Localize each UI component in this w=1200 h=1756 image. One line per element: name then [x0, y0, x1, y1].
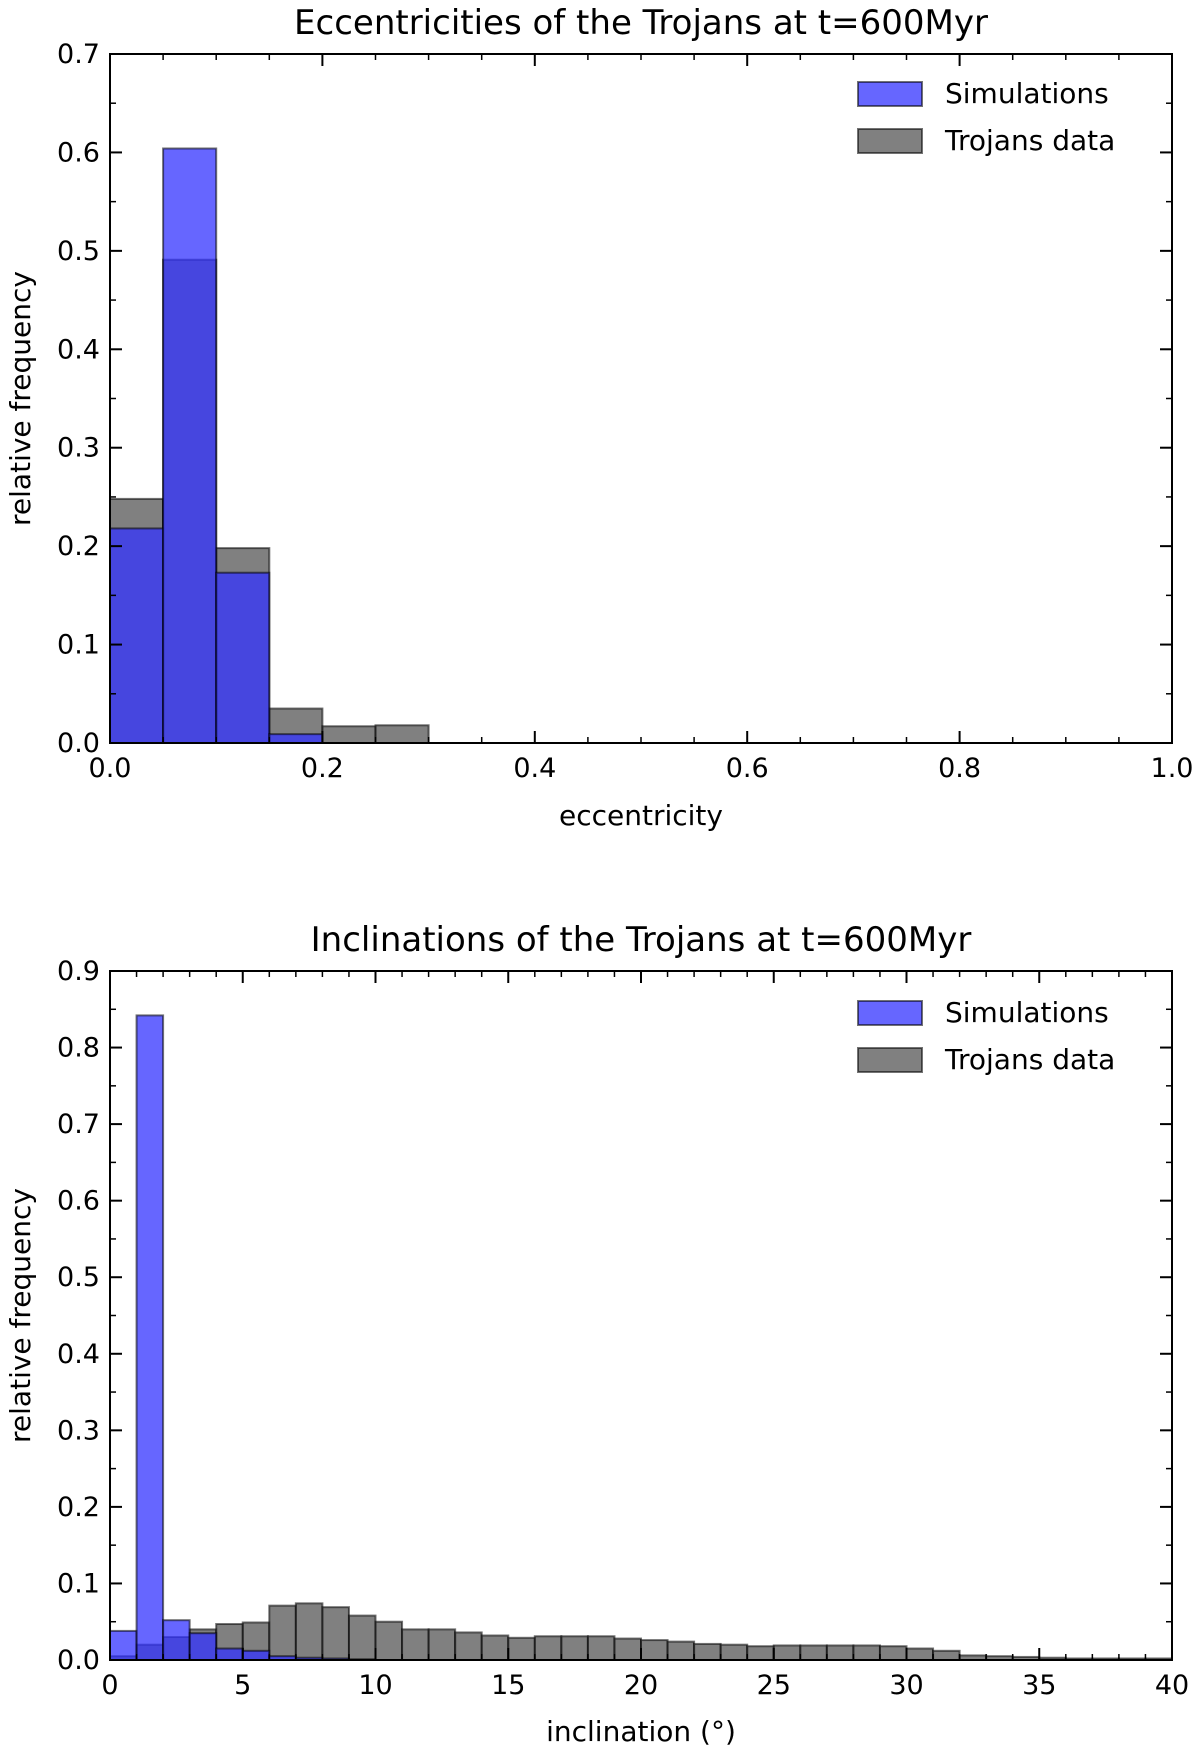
x-tick-label: 15: [491, 1670, 525, 1701]
bar: [613, 1637, 643, 1662]
y-tick-label: 0.6: [57, 137, 100, 168]
bar: [162, 1619, 191, 1662]
y-tick-label: 0.3: [57, 433, 100, 464]
legend-label: Simulations: [945, 996, 1109, 1029]
x-tick-label: 5: [234, 1670, 251, 1701]
x-tick-label: 10: [358, 1670, 392, 1701]
bar: [480, 1634, 510, 1661]
y-tick-label: 0.3: [57, 1415, 100, 1446]
y-tick-label: 0.8: [57, 1033, 100, 1064]
bar: [719, 1643, 749, 1661]
x-tick-label: 20: [624, 1670, 658, 1701]
legend-label: Simulations: [945, 77, 1109, 110]
bar: [666, 1640, 696, 1662]
series-simulations-bars: [109, 147, 324, 744]
bar: [401, 1628, 430, 1662]
x-tick-label: 35: [1022, 1670, 1056, 1701]
y-tick-label: 0.5: [57, 236, 100, 267]
bar: [215, 1647, 244, 1662]
x-tick-label: 0.4: [513, 753, 556, 784]
x-tick-label: 0.8: [938, 753, 981, 784]
bar: [878, 1645, 908, 1661]
legend-label: Trojans data: [944, 1043, 1115, 1076]
legend-label: Trojans data: [944, 124, 1115, 157]
bar: [427, 1628, 457, 1662]
y-tick-label: 0.0: [57, 1645, 100, 1676]
y-tick-label: 0.7: [57, 1109, 100, 1140]
y-tick-label: 0.5: [57, 1262, 100, 1293]
chart-title: Eccentricities of the Trojans at t=600My…: [294, 3, 988, 43]
y-tick-label: 0.6: [57, 1186, 100, 1217]
y-tick-label: 0.4: [57, 1339, 100, 1370]
y-axis-label: relative frequency: [4, 1188, 37, 1443]
x-tick-label: 0.2: [301, 753, 344, 784]
legend: Simulations Trojans data: [857, 996, 1115, 1076]
bar: [374, 724, 430, 744]
bar: [374, 1620, 404, 1661]
x-tick-label: 1.0: [1151, 753, 1194, 784]
bar: [162, 147, 218, 744]
bar: [241, 1649, 271, 1662]
inclination-chart: Inclinations of the Trojans at t=600Myr 0…: [4, 920, 1189, 1748]
bar: [321, 725, 377, 745]
y-tick-label: 0.4: [57, 334, 100, 365]
x-tick-label: 0.6: [726, 753, 769, 784]
bar: [640, 1639, 669, 1662]
bar: [135, 1014, 165, 1661]
bar: [772, 1644, 802, 1662]
y-tick-label: 0.9: [57, 956, 100, 987]
bar: [268, 1604, 297, 1661]
bar: [746, 1645, 775, 1661]
bar: [825, 1644, 855, 1662]
chart-title: Inclinations of the Trojans at t=600Myr: [311, 920, 972, 960]
x-tick-label: 40: [1155, 1670, 1189, 1701]
bar: [268, 733, 324, 744]
eccentricity-chart: Eccentricities of the Trojans at t=600My…: [4, 3, 1193, 832]
legend-swatch: [857, 81, 923, 107]
bar: [693, 1642, 722, 1662]
bar: [507, 1636, 536, 1661]
x-tick-label: 30: [889, 1670, 923, 1701]
bar: [321, 1606, 350, 1661]
y-axis-label: relative frequency: [4, 271, 37, 526]
series-trojans-data-bars: [109, 1602, 1173, 1662]
y-tick-label: 0.2: [57, 1492, 100, 1523]
bar: [932, 1649, 961, 1662]
bar: [109, 1629, 138, 1662]
bar: [905, 1647, 935, 1662]
bar: [294, 1602, 324, 1661]
bar: [560, 1635, 589, 1662]
y-tick-label: 0.1: [57, 1568, 100, 1599]
x-tick-label: 25: [757, 1670, 791, 1701]
bar: [799, 1644, 828, 1662]
y-tick-label: 0.7: [57, 39, 100, 70]
y-tick-label: 0.1: [57, 630, 100, 661]
y-tick-label: 0.2: [57, 531, 100, 562]
x-tick-label: 0.0: [89, 753, 132, 784]
x-tick-label: 0: [101, 1670, 118, 1701]
bar: [533, 1635, 563, 1662]
bar: [586, 1635, 616, 1662]
x-axis-label: inclination (°): [546, 1715, 736, 1748]
x-axis-label: eccentricity: [559, 799, 723, 832]
legend-swatch: [857, 128, 923, 154]
y-tick-label: 0.0: [57, 728, 100, 759]
bar: [347, 1614, 377, 1661]
legend-swatch: [857, 1000, 923, 1026]
bar: [109, 527, 165, 744]
bar: [852, 1644, 881, 1662]
bar: [454, 1631, 483, 1661]
bar: [188, 1632, 218, 1662]
legend: Simulations Trojans data: [857, 77, 1115, 157]
bar: [215, 571, 271, 744]
series-simulations-bars: [109, 1014, 377, 1662]
legend-swatch: [857, 1047, 923, 1073]
